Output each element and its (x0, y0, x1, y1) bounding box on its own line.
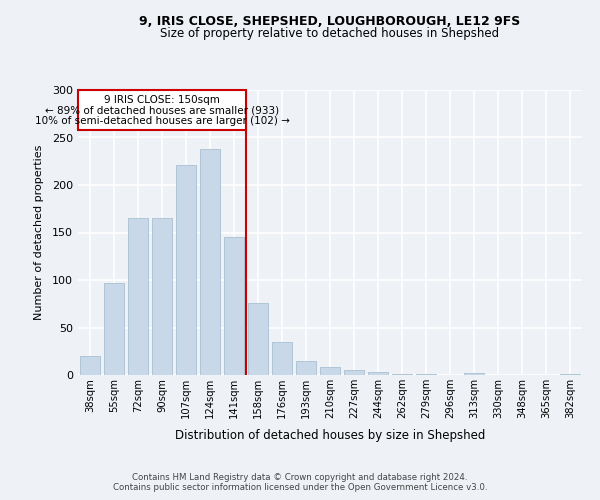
Text: 9 IRIS CLOSE: 150sqm: 9 IRIS CLOSE: 150sqm (104, 95, 220, 105)
Bar (176, 165, 196, 375)
Text: 9, IRIS CLOSE, SHEPSHED, LOUGHBOROUGH, LE12 9FS: 9, IRIS CLOSE, SHEPSHED, LOUGHBOROUGH, L… (139, 15, 521, 28)
Bar (152, 218, 172, 375)
Text: Size of property relative to detached houses in Shepshed: Size of property relative to detached ho… (160, 28, 500, 40)
X-axis label: Distribution of detached houses by size in Shepshed: Distribution of detached houses by size … (175, 430, 485, 442)
Bar (368, 372, 388, 375)
Bar (200, 149, 220, 375)
Bar (344, 370, 364, 375)
Text: ← 89% of detached houses are smaller (933): ← 89% of detached houses are smaller (93… (45, 105, 279, 115)
Bar (464, 373, 484, 375)
Bar (224, 238, 244, 375)
Text: Contains HM Land Registry data © Crown copyright and database right 2024.: Contains HM Land Registry data © Crown c… (132, 474, 468, 482)
Bar (320, 368, 340, 375)
Bar (560, 374, 580, 375)
Y-axis label: Number of detached properties: Number of detached properties (34, 145, 44, 320)
Bar (128, 218, 148, 375)
Bar (248, 303, 268, 375)
FancyBboxPatch shape (78, 90, 246, 130)
Bar (296, 361, 316, 375)
Bar (80, 356, 100, 375)
Bar (272, 342, 292, 375)
Bar (416, 374, 436, 375)
Text: Contains public sector information licensed under the Open Government Licence v3: Contains public sector information licen… (113, 484, 487, 492)
Bar (104, 283, 124, 375)
Text: 10% of semi-detached houses are larger (102) →: 10% of semi-detached houses are larger (… (35, 116, 289, 126)
Bar (392, 374, 412, 375)
